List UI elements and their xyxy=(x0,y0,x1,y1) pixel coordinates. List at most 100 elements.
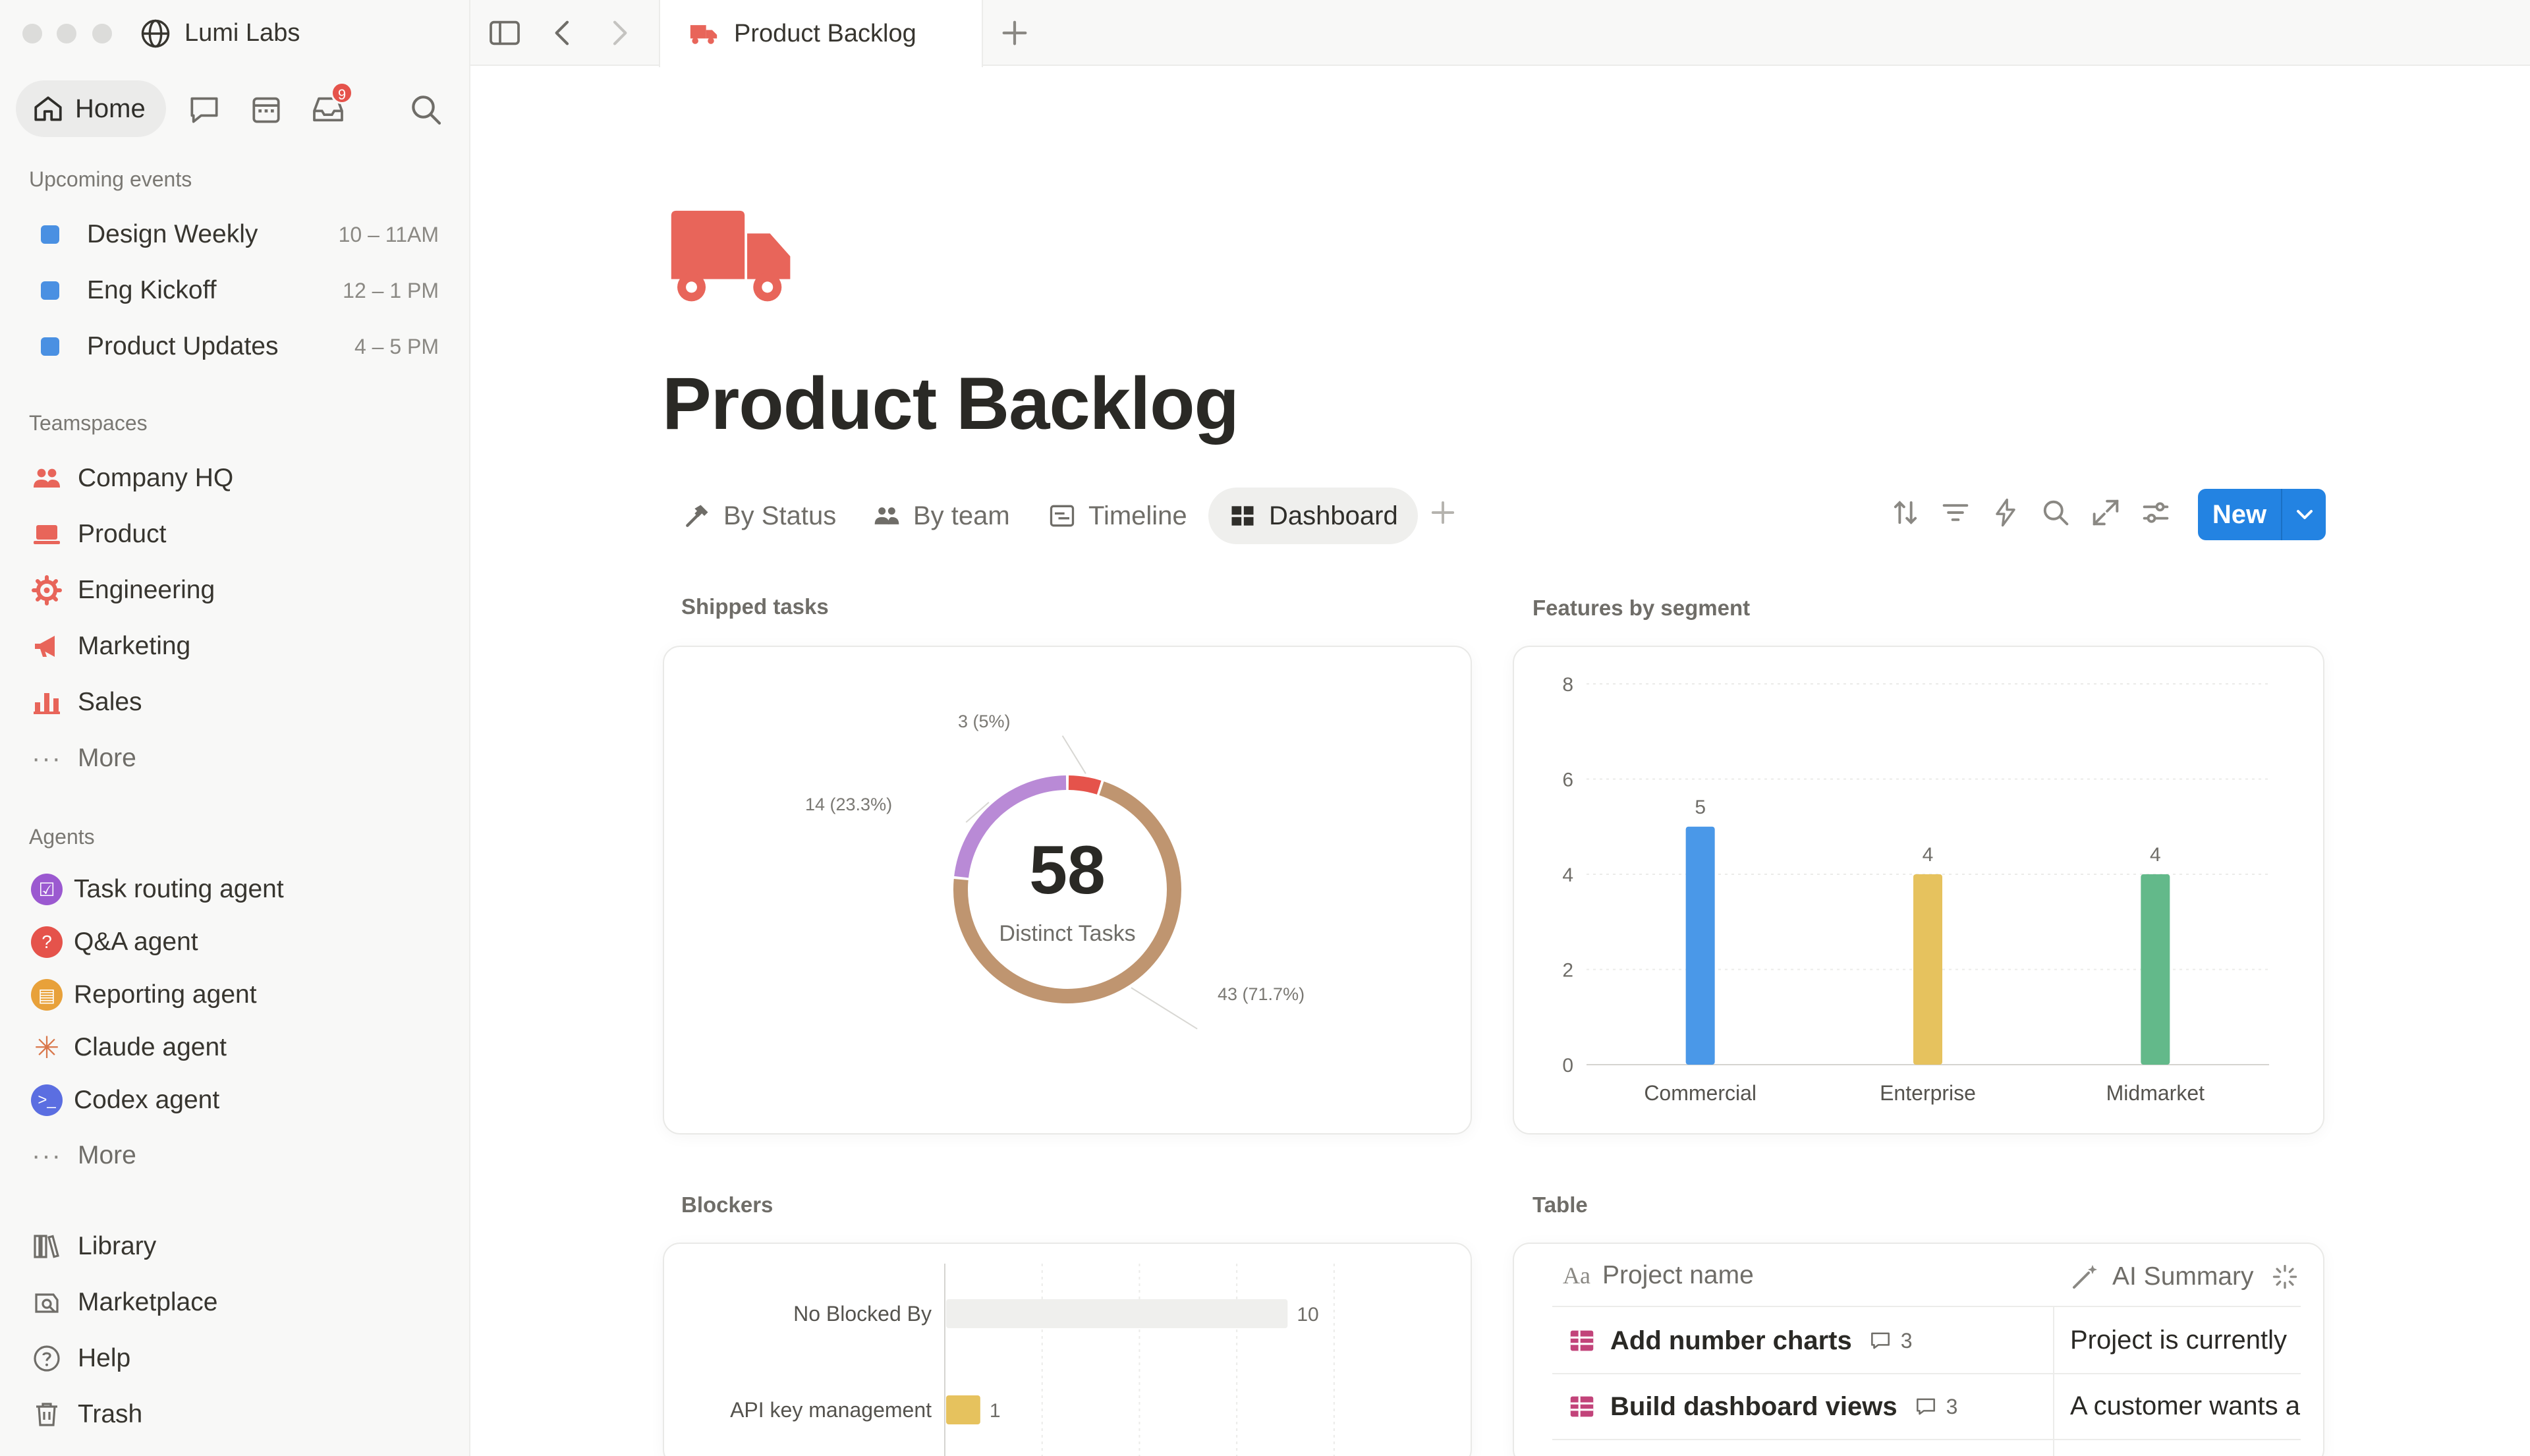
window-close-button[interactable] xyxy=(22,24,42,43)
column-header-project-name[interactable]: Aa Project name xyxy=(1563,1261,1754,1290)
filter-icon[interactable] xyxy=(1938,495,1973,530)
blockers-bar-chart: No Blocked By 10 API key management 1 xyxy=(730,1264,1335,1456)
tab-product-backlog[interactable]: Product Backlog xyxy=(659,0,983,67)
table-column-divider xyxy=(2053,1307,2054,1456)
back-arrow-icon[interactable] xyxy=(544,14,581,51)
new-button[interactable]: New xyxy=(2198,489,2326,540)
sidebar-item-help[interactable]: Help xyxy=(29,1332,444,1385)
sidebar-item-engineering[interactable]: Engineering xyxy=(29,564,444,617)
database-page-icon xyxy=(1570,1330,1594,1351)
calendar-color-icon xyxy=(41,225,59,244)
home-label: Home xyxy=(75,94,146,123)
event-time: 4 – 5 PM xyxy=(354,334,439,358)
lightning-icon[interactable] xyxy=(1988,495,2023,530)
table-row[interactable]: Add number charts 3 xyxy=(1567,1326,1913,1356)
shipped-tasks-card[interactable] xyxy=(663,646,1472,1134)
donut-slice[interactable] xyxy=(953,781,1181,1003)
bar-value-label: 5 xyxy=(1695,797,1706,818)
sidebar: Lumi Labs Home 9 Upcoming events Design … xyxy=(0,0,470,1456)
project-name[interactable]: Build dashboard views xyxy=(1610,1391,1898,1421)
sidebar-item-label: Help xyxy=(78,1344,131,1372)
timeline-icon xyxy=(1050,505,1075,527)
search-icon[interactable] xyxy=(407,91,444,128)
inbox-count-badge: 9 xyxy=(331,82,353,104)
sidebar-item-task-routing-agent[interactable]: ☑ Task routing agent xyxy=(29,863,444,916)
sort-icon[interactable] xyxy=(1888,495,1923,530)
comment-count: 3 xyxy=(1946,1394,1958,1418)
page-title[interactable]: Product Backlog xyxy=(662,362,1239,445)
ai-summary-cell[interactable]: A customer wants a xyxy=(2070,1391,2301,1420)
sidebar-item-library[interactable]: Library xyxy=(29,1220,444,1273)
sidebar-item-marketplace[interactable]: Marketplace xyxy=(29,1276,444,1329)
column-header-ai-summary[interactable]: AI Summary xyxy=(2069,1261,2254,1293)
inbox-icon[interactable] xyxy=(310,91,347,128)
globe-icon[interactable] xyxy=(138,16,173,51)
megaphone-icon xyxy=(35,636,55,657)
bar-chart-icon xyxy=(34,693,60,714)
sidebar-item-claude-agent[interactable]: ✳ Claude agent xyxy=(29,1021,444,1074)
bar[interactable] xyxy=(1913,874,1942,1065)
sidebar-item-label: Trash xyxy=(78,1400,143,1428)
home-button[interactable]: Home xyxy=(16,80,166,137)
event-time: 12 – 1 PM xyxy=(343,278,439,302)
settings-sliders-icon[interactable] xyxy=(2139,495,2173,530)
table-card[interactable] xyxy=(1513,1243,2324,1456)
laptop-icon xyxy=(34,525,60,544)
more-dots-icon: ··· xyxy=(32,743,62,773)
chevron-down-icon[interactable] xyxy=(2291,501,2318,528)
donut-slice[interactable] xyxy=(1068,775,1102,795)
blocker-bar[interactable] xyxy=(946,1395,980,1424)
calendar-icon[interactable] xyxy=(248,91,285,128)
sidebar-item-reporting-agent[interactable]: ▤ Reporting agent xyxy=(29,968,444,1021)
blockers-card[interactable] xyxy=(663,1243,1472,1456)
tab-dashboard[interactable]: Dashboard xyxy=(1208,488,1418,544)
sidebar-toggle-icon[interactable] xyxy=(486,14,523,51)
sidebar-item-label: Task routing agent xyxy=(74,875,284,903)
donut-leader-line xyxy=(1061,735,1086,774)
sidebar-item-company-hq[interactable]: Company HQ xyxy=(29,452,444,505)
sidebar-item-qa-agent[interactable]: ? Q&A agent xyxy=(29,916,444,968)
event-row[interactable]: Eng Kickoff 12 – 1 PM xyxy=(29,264,444,317)
view-tab-label: Dashboard xyxy=(1269,501,1398,530)
y-tick-label: 6 xyxy=(1562,770,1573,791)
table-divider xyxy=(1552,1439,2301,1440)
blocker-bar[interactable] xyxy=(946,1299,1288,1328)
event-row[interactable]: Design Weekly 10 – 11AM xyxy=(29,208,444,261)
sidebar-item-product[interactable]: Product xyxy=(29,508,444,561)
forward-arrow-icon[interactable] xyxy=(601,14,638,51)
window-zoom-button[interactable] xyxy=(92,24,112,43)
view-tab-label: By Status xyxy=(723,501,837,530)
bar[interactable] xyxy=(1685,826,1715,1065)
add-view-plus-icon[interactable] xyxy=(1426,495,1460,530)
text-property-icon: Aa xyxy=(1563,1262,1590,1289)
event-row[interactable]: Product Updates 4 – 5 PM xyxy=(29,320,444,373)
sidebar-more-teamspaces[interactable]: ··· More xyxy=(29,732,444,785)
new-tab-plus-icon[interactable] xyxy=(996,14,1033,51)
search-icon[interactable] xyxy=(2038,495,2073,530)
tab-by-team[interactable]: By team xyxy=(872,488,1010,544)
project-name[interactable]: Add number charts xyxy=(1610,1326,1852,1355)
sidebar-item-label: Library xyxy=(78,1232,157,1260)
truck-icon[interactable] xyxy=(671,208,793,304)
sidebar-item-label: Q&A agent xyxy=(74,928,198,956)
sidebar-item-marketing[interactable]: Marketing xyxy=(29,620,444,673)
widget-title-table: Table xyxy=(1532,1192,1588,1217)
tab-by-status[interactable]: By Status xyxy=(683,488,836,544)
table-row[interactable]: Build dashboard views 3 xyxy=(1567,1391,1957,1422)
ai-summary-cell[interactable]: Project is currently xyxy=(2070,1326,2287,1355)
hammer-icon xyxy=(686,505,708,527)
bar[interactable] xyxy=(2141,874,2170,1065)
loading-spinner-icon[interactable] xyxy=(2270,1262,2299,1291)
sidebar-item-trash[interactable]: Trash xyxy=(29,1388,444,1441)
chat-icon[interactable] xyxy=(186,91,223,128)
sidebar-more-agents[interactable]: ··· More xyxy=(29,1129,444,1182)
donut-slice[interactable] xyxy=(954,775,1067,878)
workspace-name[interactable]: Lumi Labs xyxy=(184,19,300,47)
help-icon xyxy=(34,1345,60,1372)
sidebar-item-sales[interactable]: Sales xyxy=(29,676,444,729)
tab-timeline[interactable]: Timeline xyxy=(1048,488,1187,544)
sidebar-item-codex-agent[interactable]: >_ Codex agent xyxy=(29,1074,444,1127)
window-minimize-button[interactable] xyxy=(57,24,76,43)
expand-icon[interactable] xyxy=(2089,495,2123,530)
sidebar-item-label: Marketing xyxy=(78,632,191,660)
